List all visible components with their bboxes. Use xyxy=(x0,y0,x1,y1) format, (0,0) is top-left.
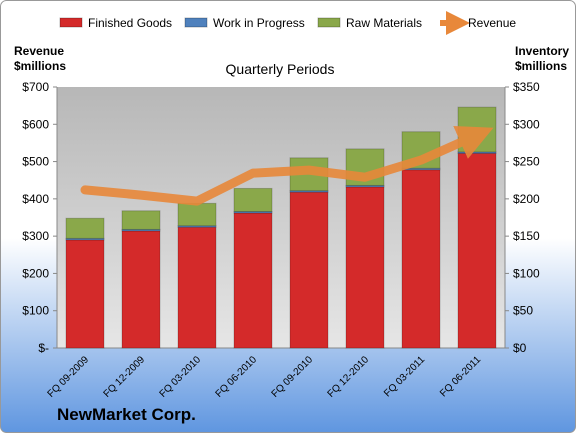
y-tick-label: $200 xyxy=(22,266,49,280)
bar-segment xyxy=(233,212,273,349)
revenue-line xyxy=(80,125,494,206)
legend-label: Raw Materials xyxy=(346,16,422,30)
bar-segment xyxy=(289,191,329,349)
y2-tick-label: $100 xyxy=(513,266,540,280)
bar-segment xyxy=(177,202,217,227)
chart-title: Quarterly Periods xyxy=(226,61,335,77)
y2-axis-label: Inventory xyxy=(515,44,569,58)
bar-segment xyxy=(65,239,105,349)
y2-tick-label: $50 xyxy=(513,304,533,318)
legend-swatch xyxy=(59,17,83,28)
y-axis-label: Revenue xyxy=(14,44,64,58)
legend-swatch xyxy=(184,17,208,28)
y-tick-label: $500 xyxy=(22,155,49,169)
y-tick-label: $300 xyxy=(22,229,49,243)
y2-tick-label: $0 xyxy=(513,341,527,355)
y-tick-label: $100 xyxy=(22,304,49,318)
bar-segment xyxy=(121,230,161,349)
bar-segment xyxy=(177,226,217,349)
y-tick-label: $400 xyxy=(22,192,49,206)
legend-label: Finished Goods xyxy=(88,16,172,30)
legend-label: Revenue xyxy=(468,16,516,30)
y-tick-label: $600 xyxy=(22,117,49,131)
bar-segment xyxy=(65,217,105,239)
legend-label: Work in Progress xyxy=(213,16,305,30)
y2-tick-label: $150 xyxy=(513,229,540,243)
footer: NewMarket Corp. xyxy=(57,405,196,424)
y2-tick-label: $300 xyxy=(513,117,540,131)
bar-segment xyxy=(345,186,385,349)
legend-swatch xyxy=(317,17,341,28)
bar-segment xyxy=(401,169,441,349)
y2-tick-label: $250 xyxy=(513,155,540,169)
y-axis-label: $millions xyxy=(14,59,66,73)
bar-segment xyxy=(457,152,497,349)
y2-tick-label: $350 xyxy=(513,80,540,94)
y2-axis-label: $millions xyxy=(515,59,567,73)
y-tick-label: $700 xyxy=(22,80,49,94)
bar-segment xyxy=(233,187,273,213)
y-tick-label: $- xyxy=(38,341,49,355)
bar-segment xyxy=(121,210,161,230)
y2-tick-label: $200 xyxy=(513,192,540,206)
